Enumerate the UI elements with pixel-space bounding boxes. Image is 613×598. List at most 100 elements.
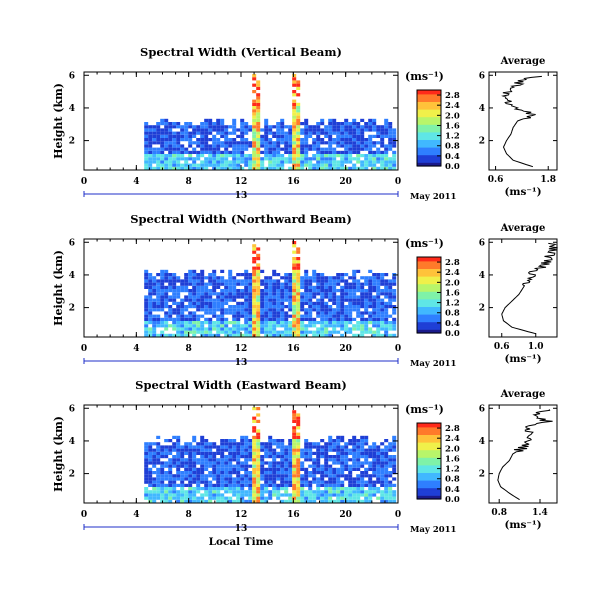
heatmap-cell — [292, 154, 297, 158]
heatmap-cell — [272, 273, 277, 277]
heatmap-cell — [380, 471, 385, 475]
heatmap-cell — [252, 112, 257, 116]
colorbar-tick-label: 2.0 — [445, 278, 460, 288]
heatmap-cell — [376, 317, 381, 321]
heatmap-cell — [144, 279, 149, 283]
heatmap-cell — [320, 493, 325, 497]
heatmap-cell — [248, 324, 253, 328]
heatmap-cell — [340, 490, 345, 494]
heatmap-cell — [264, 483, 269, 487]
heatmap-cell — [352, 147, 357, 151]
heatmap-cell — [332, 324, 337, 328]
average-y-tick-label: 6 — [479, 238, 485, 248]
heatmap-cell — [364, 289, 369, 293]
heatmap-cell — [324, 305, 329, 309]
heatmap-cell — [260, 474, 265, 478]
heatmap-cell — [284, 147, 289, 151]
heatmap-cell — [364, 301, 369, 305]
heatmap-cell — [284, 160, 289, 164]
heatmap-cell — [184, 295, 189, 299]
heatmap-cell — [308, 166, 313, 170]
colorbar-segment — [417, 464, 441, 468]
heatmap-cell — [340, 150, 345, 154]
heatmap-cell — [372, 276, 377, 280]
heatmap-cell — [288, 160, 293, 164]
heatmap-cell — [320, 451, 325, 455]
heatmap-cell — [360, 435, 365, 439]
heatmap-cell — [384, 467, 389, 471]
heatmap-cell — [268, 301, 273, 305]
heatmap-cell — [236, 128, 241, 132]
heatmap-cell — [212, 138, 217, 142]
heatmap-cell — [348, 150, 353, 154]
heatmap-cell — [372, 150, 377, 154]
heatmap-cell — [248, 273, 253, 277]
heatmap-cell — [368, 311, 373, 315]
heatmap-cell — [152, 458, 157, 462]
heatmap-cell — [256, 445, 261, 449]
heatmap-cell — [340, 122, 345, 126]
heatmap-cell — [332, 150, 337, 154]
heatmap-cell — [368, 282, 373, 286]
heatmap-cell — [176, 445, 181, 449]
heatmap-cell — [176, 122, 181, 126]
heatmap-cell — [188, 122, 193, 126]
heatmap-cell — [320, 122, 325, 126]
heatmap-cell — [332, 154, 337, 158]
heatmap-cell — [316, 141, 321, 145]
x-tick-label: 0 — [395, 510, 401, 520]
heatmap-cell — [148, 330, 153, 334]
colorbar-segment — [417, 483, 441, 487]
heatmap-cell — [364, 493, 369, 497]
heatmap-cell — [232, 138, 237, 142]
heatmap-cell — [224, 138, 229, 142]
heatmap-cell — [184, 150, 189, 154]
heatmap-cell — [368, 150, 373, 154]
heatmap-cell — [256, 455, 261, 459]
heatmap-cell — [280, 461, 285, 465]
heatmap-cell — [164, 487, 169, 491]
heatmap-cell — [196, 292, 201, 296]
heatmap-cell — [312, 128, 317, 132]
heatmap-cell — [164, 122, 169, 126]
heatmap-cell — [388, 442, 393, 446]
date-tick-label: 13 — [235, 191, 248, 201]
heatmap-cell — [316, 445, 321, 449]
heatmap-cell — [372, 157, 377, 161]
heatmap-cell — [256, 483, 261, 487]
heatmap-cell — [212, 154, 217, 158]
heatmap-cell — [316, 480, 321, 484]
heatmap-cell — [368, 496, 373, 500]
heatmap-cell — [216, 157, 221, 161]
y-tick-label: 4 — [69, 437, 75, 447]
heatmap-cell — [228, 166, 233, 170]
heatmap-cell — [244, 273, 249, 277]
heatmap-cell — [324, 487, 329, 491]
heatmap-cell — [332, 448, 337, 452]
heatmap-cell — [300, 464, 305, 468]
heatmap-cell — [272, 147, 277, 151]
heatmap-cell — [344, 327, 349, 331]
heatmap-cell — [240, 487, 245, 491]
heatmap-cell — [356, 487, 361, 491]
heatmap-cell — [264, 317, 269, 321]
heatmap-cell — [328, 496, 333, 500]
heatmap-cell — [200, 305, 205, 309]
heatmap-cell — [256, 112, 261, 116]
heatmap-cell — [204, 455, 209, 459]
heatmap-cell — [152, 330, 157, 334]
heatmap-cell — [156, 321, 161, 325]
heatmap-cell — [268, 150, 273, 154]
heatmap-cell — [144, 451, 149, 455]
heatmap-cell — [196, 490, 201, 494]
heatmap-cell — [364, 160, 369, 164]
heatmap-cell — [372, 448, 377, 452]
heatmap-cell — [312, 317, 317, 321]
heatmap-cell — [240, 150, 245, 154]
heatmap-cell — [164, 461, 169, 465]
heatmap-cell — [360, 499, 365, 503]
heatmap-cell — [280, 134, 285, 138]
heatmap-cell — [284, 455, 289, 459]
heatmap-cell — [240, 118, 245, 122]
heatmap-cell — [240, 451, 245, 455]
